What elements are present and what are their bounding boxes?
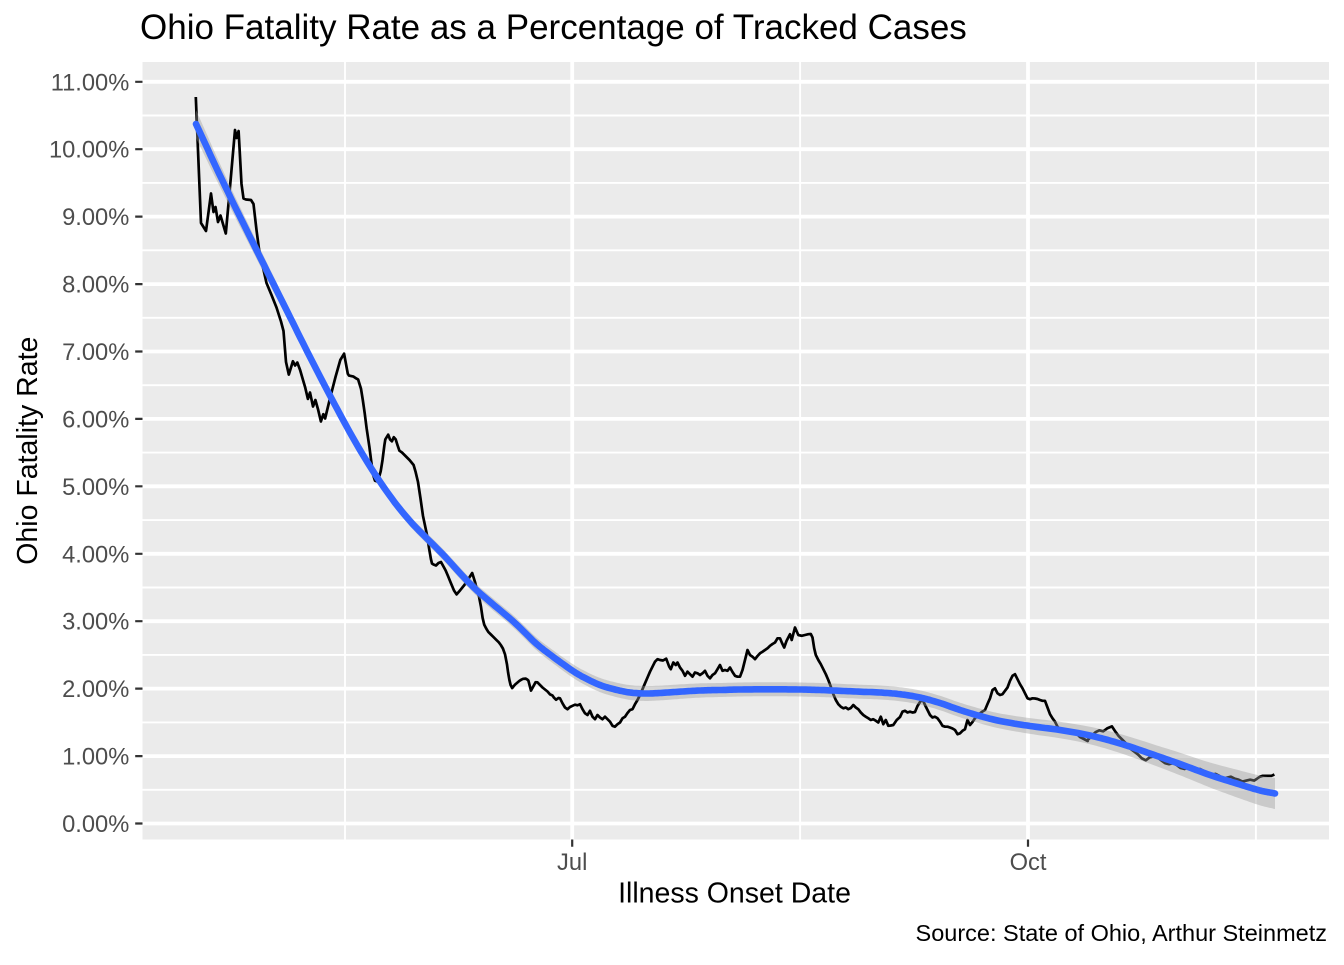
svg-text:Oct: Oct (1010, 850, 1047, 876)
svg-text:Illness Onset Date: Illness Onset Date (618, 877, 851, 909)
svg-text:11.00%: 11.00% (51, 70, 130, 96)
svg-text:5.00%: 5.00% (62, 475, 129, 501)
svg-text:Source: State of Ohio, Arthur: Source: State of Ohio, Arthur Steinmetz (916, 920, 1327, 946)
svg-text:6.00%: 6.00% (62, 407, 129, 433)
svg-text:9.00%: 9.00% (62, 205, 129, 231)
svg-text:Ohio Fatality Rate as a Percen: Ohio Fatality Rate as a Percentage of Tr… (140, 8, 967, 47)
svg-text:1.00%: 1.00% (62, 745, 129, 771)
svg-text:7.00%: 7.00% (62, 340, 129, 366)
svg-text:3.00%: 3.00% (62, 610, 129, 636)
svg-text:0.00%: 0.00% (62, 812, 129, 838)
svg-text:8.00%: 8.00% (62, 273, 129, 299)
svg-text:10.00%: 10.00% (49, 138, 129, 164)
svg-text:Jul: Jul (557, 850, 587, 876)
svg-text:2.00%: 2.00% (62, 677, 129, 703)
svg-text:Ohio Fatality Rate: Ohio Fatality Rate (12, 337, 44, 565)
svg-text:4.00%: 4.00% (62, 542, 129, 568)
